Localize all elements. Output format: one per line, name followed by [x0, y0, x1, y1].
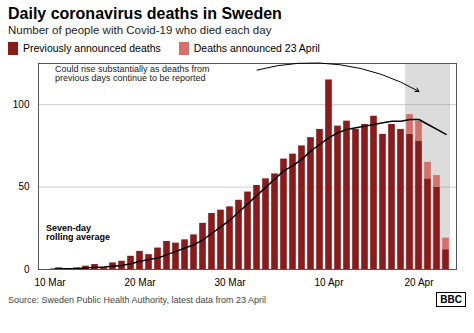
html-text:BBC: BBC: [440, 294, 462, 305]
svg-text:Seven-dayrolling average: Seven-dayrolling average: [46, 223, 110, 242]
svg-text:20 Mar: 20 Mar: [124, 277, 156, 288]
html-text:Number of people with Covid-19: Number of people with Covid-19 who died …: [8, 24, 272, 36]
svg-text:50: 50: [18, 181, 30, 192]
svg-text:10 Apr: 10 Apr: [315, 277, 345, 288]
svg-text:20 Apr: 20 Apr: [405, 277, 435, 288]
svg-text:100: 100: [13, 99, 30, 110]
svg-text:10 Mar: 10 Mar: [34, 277, 66, 288]
svg-text:30 Mar: 30 Mar: [214, 277, 246, 288]
html-text:Previously announced deaths: Previously announced deaths: [23, 42, 161, 54]
html-text:Daily coronavirus deaths in Sw: Daily coronavirus deaths in Sweden: [8, 5, 282, 22]
svg-text:0: 0: [24, 264, 30, 275]
svg-text:Could rise substantially as de: Could rise substantially as deaths fromp…: [55, 64, 210, 83]
html-text:Deaths announced 23 April: Deaths announced 23 April: [193, 42, 320, 54]
html-text:Source: Sweden Public Health A: Source: Sweden Public Health Authority, …: [8, 294, 266, 305]
